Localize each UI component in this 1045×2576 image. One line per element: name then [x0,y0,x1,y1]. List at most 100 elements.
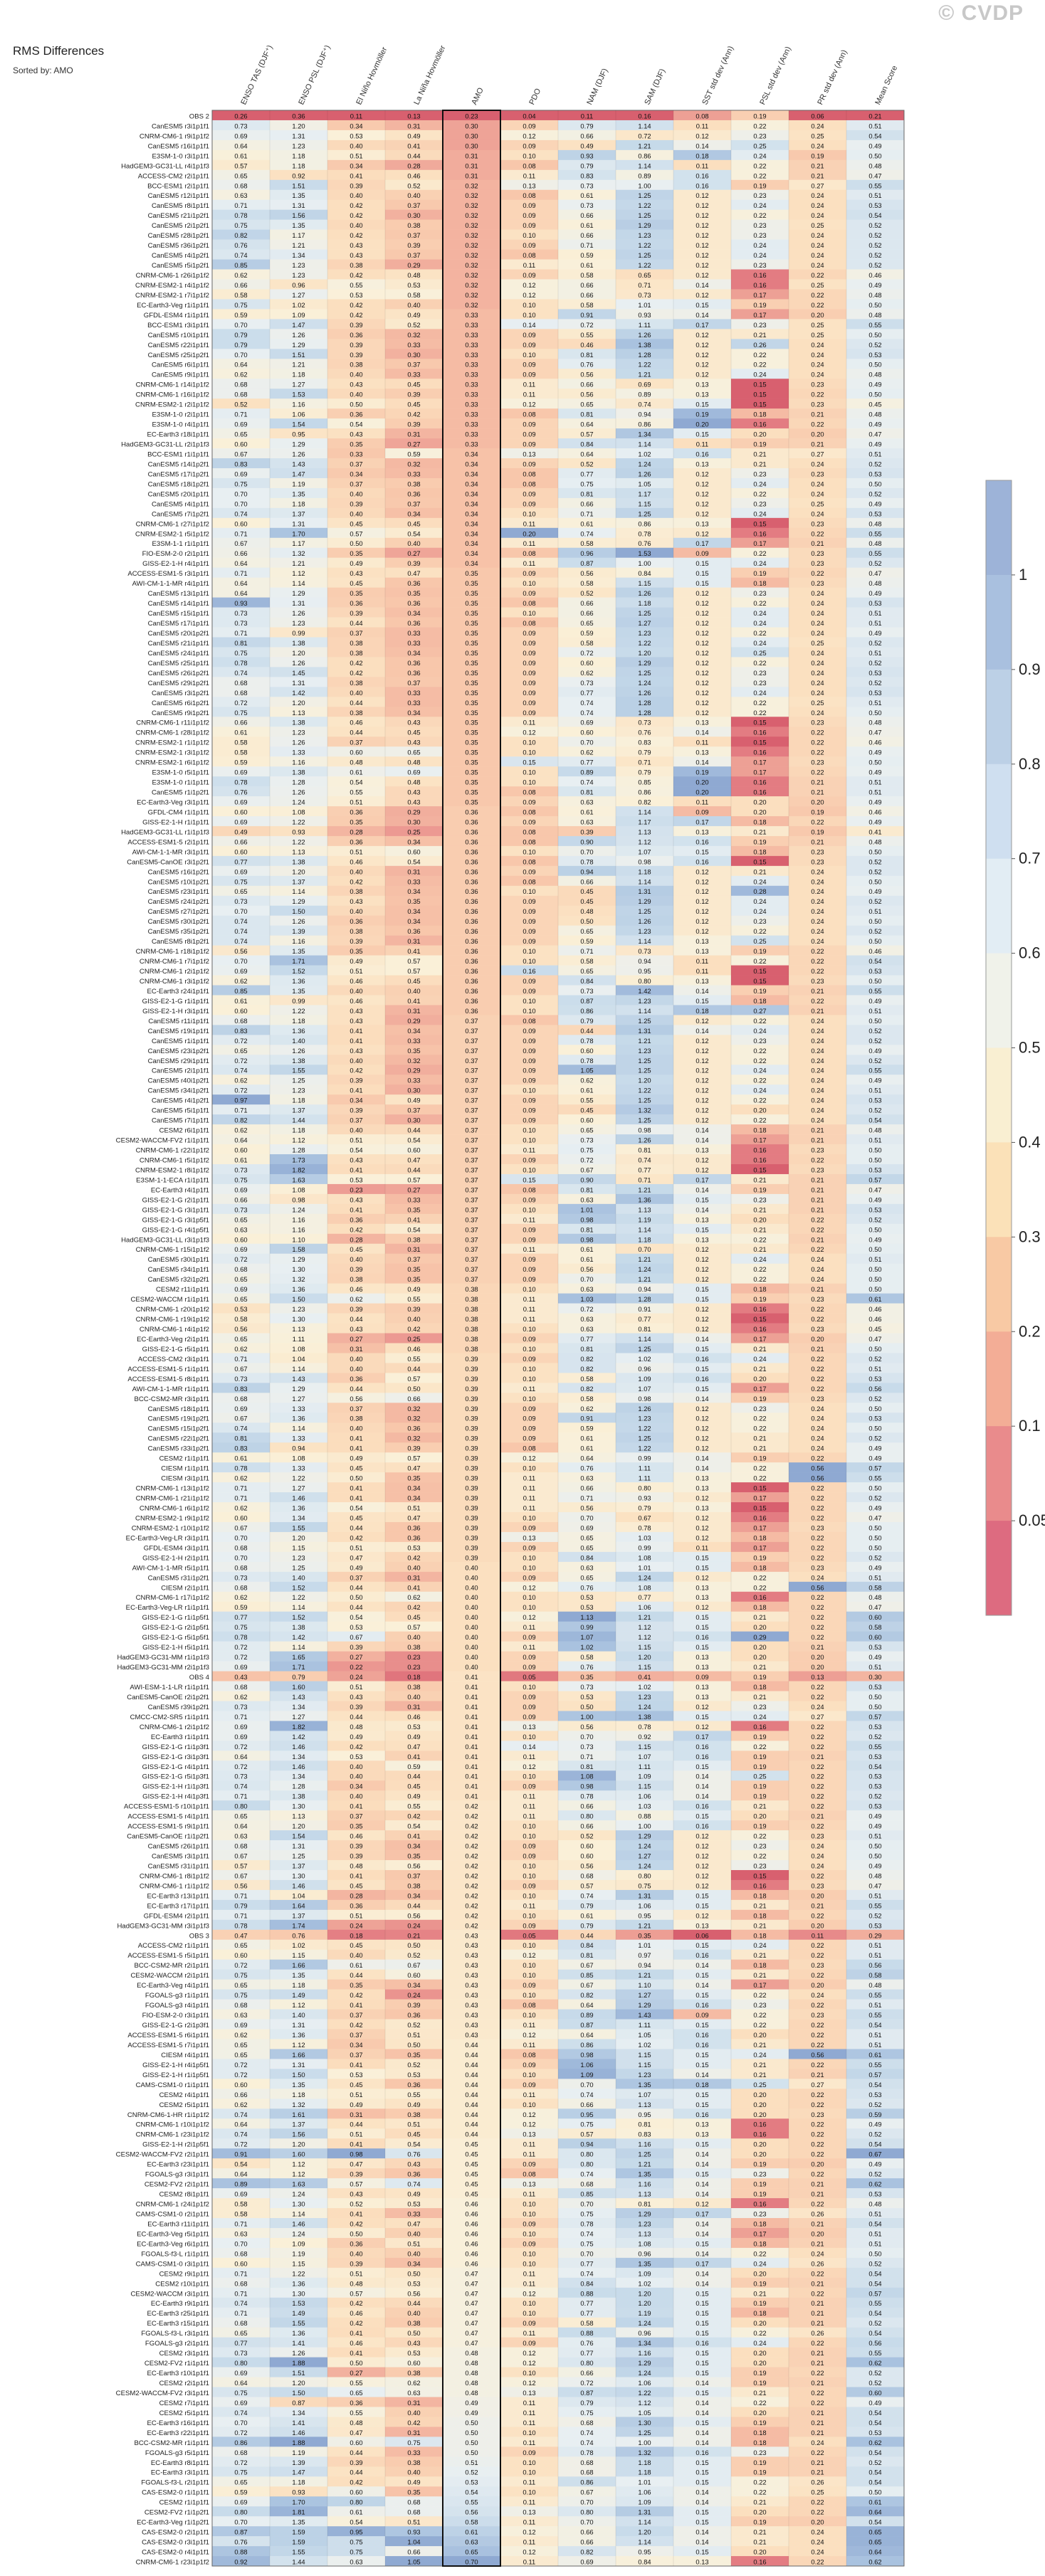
cell-value-label: 0.13 [695,977,708,985]
cell-value-label: 0.18 [753,1534,766,1541]
heatmap-cell [789,557,846,568]
heatmap-cell [673,149,731,161]
row-label: GISS-E2-1-H r3i1p1f1 [142,1008,209,1015]
cell-value-label: 0.22 [753,1275,766,1283]
cell-value-label: 0.11 [523,381,536,389]
cell-value-label: 0.83 [234,1385,247,1393]
cell-value-label: 0.35 [638,1931,651,1939]
cell-value-label: 0.12 [695,341,708,349]
cell-value-label: 0.42 [350,301,362,309]
cell-value-label: 0.56 [234,947,247,955]
cell-value-label: 0.22 [753,1573,766,1581]
cell-value-label: 0.21 [753,1971,766,1979]
cell-value-label: 0.42 [465,1891,478,1899]
cell-value-label: 0.23 [811,1563,824,1571]
cell-value-label: 0.40 [350,142,362,149]
cell-value-label: 0.51 [350,1683,362,1691]
cell-value-label: 0.55 [868,2011,881,2019]
heatmap-cell [846,309,904,320]
cell-value-label: 1.21 [638,1186,651,1193]
cell-value-label: 0.50 [868,331,881,339]
cell-value-label: 0.56 [580,1723,593,1731]
cell-value-label: 0.73 [580,1743,593,1751]
cell-value-label: 0.35 [465,609,478,617]
cell-value-label: 0.08 [522,877,535,885]
cell-value-label: 0.34 [407,1027,420,1035]
heatmap-cell [789,339,846,349]
cell-value-label: 0.39 [350,1852,362,1859]
cell-value-label: 0.49 [868,818,881,825]
cell-value-label: 0.71 [580,1494,593,1502]
cell-value-label: 0.51 [868,649,881,657]
cell-value-label: 1.18 [292,1126,305,1134]
heatmap-cell [616,477,673,489]
cell-value-label: 1.18 [292,1017,305,1025]
heatmap-cell [731,577,789,588]
cell-value-label: 0.98 [638,857,651,865]
row-label: CIESM r3i1p1f1 [161,1475,209,1483]
cell-value-label: 0.34 [350,2041,362,2049]
cell-value-label: 0.37 [350,2051,362,2059]
cell-value-label: 0.39 [465,1445,478,1452]
cell-value-label: 1.40 [292,1037,305,1045]
cell-value-label: 0.08 [522,470,535,477]
heatmap-cell [443,527,500,539]
heatmap-cell [789,279,846,290]
cell-value-label: 0.60 [350,749,362,756]
cell-value-label: 0.35 [465,699,478,707]
cell-value-label: 1.02 [638,450,651,458]
cell-value-label: 0.09 [522,421,535,428]
cell-value-label: 0.41 [407,1583,420,1591]
cell-value-label: 0.12 [695,1842,708,1850]
cell-value-label: 0.73 [234,1166,247,1173]
cell-value-label: 0.39 [465,1494,478,1502]
heatmap-cell [789,497,846,509]
cell-value-label: 0.19 [811,808,824,815]
cell-value-label: 0.49 [407,311,420,319]
heatmap-cell [385,189,443,201]
cell-value-label: 1.23 [292,1553,305,1561]
cell-value-label: 0.63 [580,1285,593,1293]
row-label: CNRM-CM6-1 r26i1p1f2 [136,272,209,280]
cell-value-label: 0.10 [522,1375,535,1383]
row-label: CIESM r4i1p1f1 [161,2052,209,2059]
cell-value-label: 0.64 [234,559,247,567]
cell-value-label: 0.44 [350,1603,362,1611]
cell-value-label: 0.22 [753,211,766,219]
heatmap-cell [327,369,385,379]
cell-value-label: 0.12 [522,401,535,408]
heatmap-cell [327,259,385,270]
heatmap-cell [558,159,616,171]
cell-value-label: 0.33 [465,391,478,398]
cell-value-label: 0.16 [638,112,651,120]
cell-value-label: 0.21 [753,2061,766,2069]
heatmap-cell [327,299,385,310]
cell-value-label: 0.08 [522,857,535,865]
cell-value-label: 1.33 [292,1405,305,1413]
cell-value-label: 1.14 [638,440,651,448]
heatmap-cell [443,110,500,121]
heatmap-cell [673,169,731,181]
heatmap-cell [327,389,385,399]
row-label: CNRM-CM6-1 r15i1p1f2 [136,1246,209,1254]
cell-value-label: 1.15 [638,1743,651,1751]
cell-value-label: 0.08 [522,162,535,169]
cell-value-label: 0.48 [407,271,420,279]
cell-value-label: 0.56 [580,371,593,379]
cell-value-label: 0.83 [234,1027,247,1035]
heatmap-cell [270,289,327,300]
cell-value-label: 0.81 [580,351,593,359]
heatmap-cell [443,537,500,549]
cell-value-label: 0.36 [407,2081,420,2089]
cell-value-label: 1.18 [638,599,651,607]
cell-value-label: 0.53 [350,1176,362,1183]
cell-value-label: 0.41 [350,1205,362,1213]
cell-value-label: 0.82 [580,1355,593,1363]
cell-value-label: 0.24 [811,679,824,687]
cell-value-label: 1.22 [638,1445,651,1452]
cell-value-label: 0.24 [753,1713,766,1721]
heatmap-cell [327,497,385,509]
cell-value-label: 0.09 [522,1235,535,1243]
cell-value-label: 0.31 [407,431,420,438]
cell-value-label: 0.16 [753,778,766,786]
